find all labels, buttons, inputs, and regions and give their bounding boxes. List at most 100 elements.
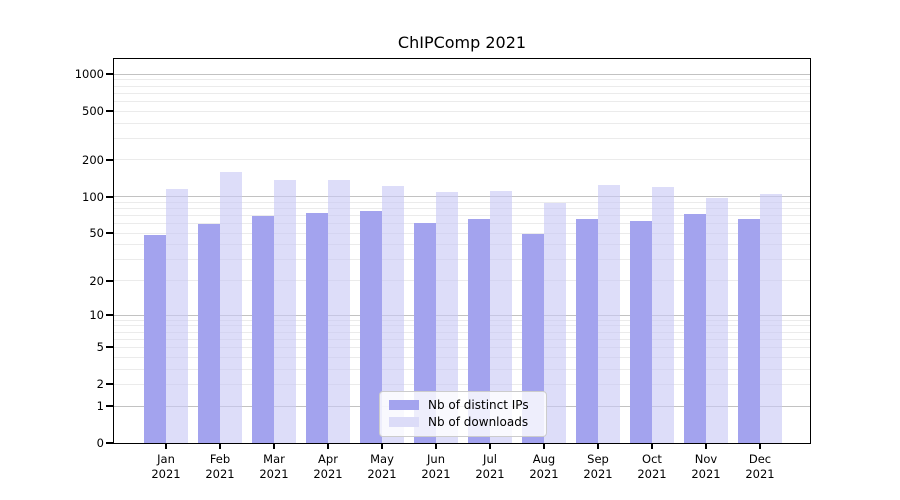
x-tick-label: Mar 2021 (259, 452, 289, 481)
bar-downloads (436, 192, 458, 443)
y-tick (106, 405, 113, 407)
y-tick-label: 0 (96, 436, 104, 450)
x-tick (597, 443, 599, 449)
bar-downloads (166, 189, 188, 443)
gridline-minor (114, 356, 810, 358)
bar-distinct-ips (630, 221, 652, 443)
x-tick-label: Apr 2021 (313, 452, 343, 481)
y-tick-label: 5 (96, 340, 104, 355)
gridline-minor (114, 383, 810, 385)
gridline-minor (114, 259, 810, 261)
x-tick (273, 443, 275, 449)
x-tick (651, 443, 653, 449)
gridline-minor (114, 85, 810, 87)
bar-downloads (328, 179, 350, 443)
gridline-minor (114, 338, 810, 340)
gridline-major (114, 73, 810, 75)
y-tick (106, 279, 113, 282)
bar-distinct-ips (198, 223, 220, 443)
x-tick-label: Dec 2021 (745, 452, 775, 481)
y-tick (106, 110, 113, 113)
gridline-minor (114, 232, 810, 234)
x-tick (381, 443, 383, 449)
y-tick-label: 2 (96, 377, 104, 392)
legend-swatch-downloads (389, 417, 419, 427)
legend-row-downloads: Nb of downloads (389, 415, 536, 429)
gridline-minor (114, 280, 810, 282)
y-tick (106, 442, 113, 444)
gridline-minor (114, 331, 810, 333)
x-tick-label: May 2021 (367, 452, 397, 481)
bar-distinct-ips (684, 214, 706, 443)
plot-area (113, 58, 811, 444)
gridline-minor (114, 92, 810, 94)
bar-downloads (220, 172, 242, 443)
bar-downloads (760, 194, 782, 443)
x-tick-label: Aug 2021 (529, 452, 559, 481)
gridline-major (114, 314, 810, 316)
y-tick-label: 1 (96, 399, 104, 413)
x-tick (165, 443, 167, 449)
bar-downloads (652, 186, 674, 443)
bar-downloads (490, 191, 512, 443)
bar-distinct-ips (306, 212, 328, 443)
gridline-minor (114, 122, 810, 124)
gridline-minor (114, 244, 810, 246)
bar-distinct-ips (144, 235, 166, 443)
legend-swatch-distinct-ips (389, 400, 419, 410)
gridline-minor (114, 319, 810, 321)
x-tick-label: Sep 2021 (583, 452, 613, 481)
x-tick (327, 443, 329, 449)
y-tick (106, 195, 113, 198)
x-tick (489, 443, 491, 449)
bar-distinct-ips (738, 218, 760, 443)
x-tick (759, 443, 761, 449)
y-tick-label: 20 (89, 273, 104, 288)
bar-distinct-ips (522, 234, 544, 443)
y-tick-label: 100 (82, 189, 104, 204)
legend-label-downloads: Nb of downloads (428, 415, 529, 429)
y-tick (106, 232, 113, 235)
y-tick-label: 200 (82, 152, 104, 167)
gridline-minor (114, 223, 810, 225)
x-tick-label: Feb 2021 (205, 452, 235, 481)
y-tick (106, 346, 113, 349)
x-tick (705, 443, 707, 449)
y-tick (106, 383, 113, 386)
chart-title: ChIPComp 2021 (397, 33, 527, 52)
gridline-minor (114, 325, 810, 327)
legend-row-distinct-ips: Nb of distinct IPs (389, 398, 536, 412)
y-tick (106, 158, 113, 161)
gridline-minor (114, 368, 810, 370)
bar-distinct-ips (576, 218, 598, 443)
x-tick (543, 443, 545, 449)
gridline-minor (114, 346, 810, 348)
x-tick (219, 443, 221, 449)
gridline-minor (114, 201, 810, 203)
x-tick-label: Nov 2021 (691, 452, 721, 481)
bar-distinct-ips (414, 222, 436, 443)
bar-distinct-ips (360, 211, 382, 443)
gridline-minor (114, 110, 810, 112)
gridline-minor (114, 159, 810, 161)
bar-downloads (544, 202, 566, 443)
y-tick-label: 10 (89, 308, 104, 323)
bar-downloads (382, 185, 404, 443)
y-tick (106, 314, 113, 317)
x-tick-label: Jun 2021 (421, 452, 451, 481)
gridline-minor (114, 215, 810, 216)
gridline-minor (114, 137, 810, 139)
legend-label-distinct-ips: Nb of distinct IPs (428, 398, 529, 412)
bar-downloads (274, 179, 296, 443)
gridline-minor (114, 101, 810, 102)
gridline-minor (114, 207, 810, 209)
x-tick-label: Oct 2021 (637, 452, 667, 481)
bar-distinct-ips (468, 219, 490, 443)
legend: Nb of distinct IPs Nb of downloads (379, 391, 547, 437)
gridline-minor (114, 79, 810, 81)
bar-downloads (706, 197, 728, 443)
y-tick-label: 500 (82, 104, 104, 119)
gridline-major (114, 196, 810, 198)
y-tick-label: 1000 (74, 67, 104, 82)
